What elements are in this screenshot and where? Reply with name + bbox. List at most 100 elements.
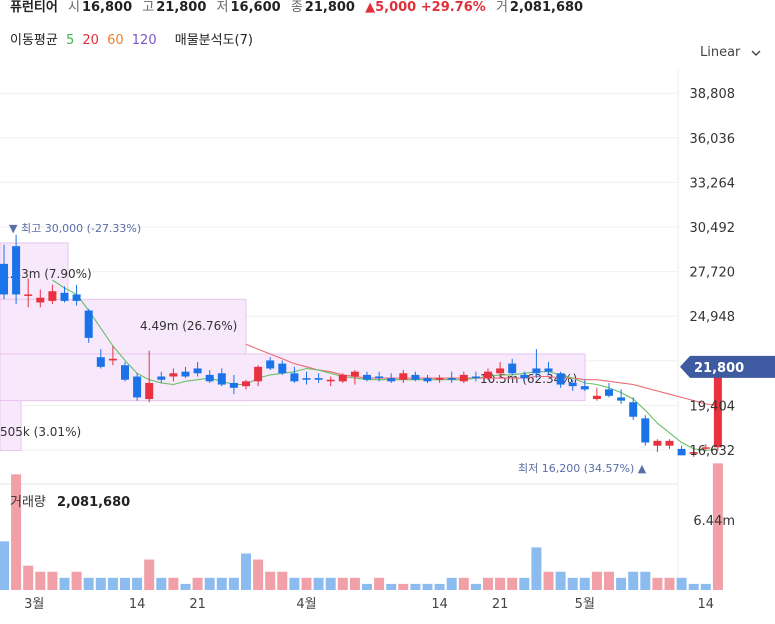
volume-bar	[604, 571, 614, 590]
volume-bar	[519, 577, 530, 590]
volume-bar	[47, 571, 58, 590]
volume-bar	[107, 577, 118, 590]
close-value: 21,800	[304, 0, 355, 15]
candle-body	[314, 378, 323, 380]
y-tick-label: 36,036	[690, 132, 736, 147]
y-tick-label: 30,492	[690, 221, 736, 236]
x-tick-label: 14	[431, 597, 448, 612]
candle-body	[278, 363, 287, 374]
ma20-line	[245, 343, 718, 407]
volume-bar	[192, 577, 203, 590]
candle-body	[266, 360, 275, 369]
volume-bar	[132, 577, 143, 590]
candle-body	[532, 368, 541, 374]
volume-profile-toggle[interactable]: 매물분석도(7)	[174, 33, 253, 48]
volume-bar	[301, 577, 312, 590]
low-value: 16,600	[230, 0, 281, 15]
candle-body	[556, 373, 565, 385]
candle-body	[48, 291, 57, 301]
volume-bar	[349, 577, 360, 590]
volume-bar	[325, 577, 336, 590]
volume-bar	[35, 571, 46, 590]
volume-bar	[652, 577, 663, 590]
volume-bar	[0, 541, 9, 590]
volume-bar	[434, 583, 445, 590]
volume-profile-label: 505k (3.01%)	[0, 425, 81, 439]
ma-period-60[interactable]: 60	[107, 33, 124, 48]
volume-bar	[59, 577, 70, 590]
candle-body	[302, 378, 311, 380]
high-annotation: ▼ 최고 30,000 (-27.33%)	[9, 222, 141, 235]
volume-bar	[591, 571, 602, 590]
stock-name: 퓨런티어	[10, 0, 58, 15]
candle-body	[108, 358, 117, 361]
candle-body	[423, 378, 432, 382]
candle-body	[169, 373, 178, 377]
volume-axis-label: 6.44m	[693, 514, 735, 529]
candle-body	[363, 374, 371, 380]
candle-body	[157, 376, 166, 380]
candle-body	[121, 365, 129, 380]
ma-period-20[interactable]: 20	[82, 33, 99, 48]
volume-label: 거	[495, 0, 508, 15]
y-tick-label: 19,404	[690, 399, 736, 414]
volume-profile-bar	[0, 242, 69, 305]
candle-body	[484, 371, 492, 379]
volume-bar	[579, 577, 590, 590]
volume-bar	[470, 583, 481, 590]
candle-body	[0, 263, 8, 295]
candle-body	[290, 373, 299, 382]
volume-bar	[543, 571, 554, 590]
x-tick-label: 5월	[575, 597, 595, 612]
low-annotation: 최저 16,200 (34.57%) ▲	[518, 462, 647, 475]
volume-bar	[676, 577, 687, 590]
x-tick-label: 4월	[296, 597, 316, 612]
volume-bar	[120, 577, 130, 590]
candle-body	[375, 376, 384, 379]
moving-average-legend[interactable]: 이동평균 5 20 60 120 매물분석도(7)	[10, 29, 257, 48]
ma-period-120[interactable]: 120	[131, 33, 157, 48]
y-tick-label: 16,632	[690, 444, 736, 459]
volume-bar	[253, 559, 264, 590]
candle-body	[193, 368, 202, 374]
volume-bar	[95, 577, 106, 590]
quote-header: 퓨런티어 시 16,800 고 21,800 저 16,600 종 21,800 ▲5,…	[10, 0, 589, 15]
candle-body	[496, 368, 505, 374]
low-label: 저	[216, 0, 229, 15]
candle-body	[133, 376, 142, 398]
candle-body	[605, 389, 613, 396]
open-label: 시	[67, 0, 80, 15]
x-tick-label: 14	[129, 597, 146, 612]
candle-body	[568, 382, 577, 387]
chevron-down-icon	[745, 45, 761, 60]
volume-bar	[446, 577, 457, 590]
candle-body	[665, 440, 674, 446]
volume-bar	[386, 583, 397, 590]
volume-bar	[664, 577, 675, 590]
ma-period-5[interactable]: 5	[65, 33, 75, 48]
volume-bar	[507, 577, 518, 590]
high-value: 21,800	[156, 0, 207, 15]
volume-bar	[216, 577, 227, 590]
candle-body	[435, 378, 444, 380]
scale-select[interactable]: Linear	[700, 45, 761, 60]
volume-bar	[156, 577, 167, 590]
volume-bar	[144, 559, 155, 590]
volume-bar	[712, 463, 723, 590]
volume-bar	[83, 577, 94, 590]
volume-bar	[180, 583, 191, 590]
volume-bar	[289, 577, 300, 590]
volume-bar	[398, 583, 409, 590]
volume-bar	[313, 577, 324, 590]
volume-bar	[616, 577, 627, 590]
x-tick-label: 21	[492, 597, 509, 612]
volume-bar	[458, 577, 469, 590]
volume-bar	[374, 577, 385, 590]
candle-body	[592, 395, 601, 400]
volume-bar	[265, 571, 276, 590]
volume-profile-label: 4.49m (26.76%)	[140, 319, 237, 333]
volume-bar	[241, 553, 251, 590]
ma5-line	[52, 279, 718, 452]
x-tick-label: 14	[698, 597, 715, 612]
